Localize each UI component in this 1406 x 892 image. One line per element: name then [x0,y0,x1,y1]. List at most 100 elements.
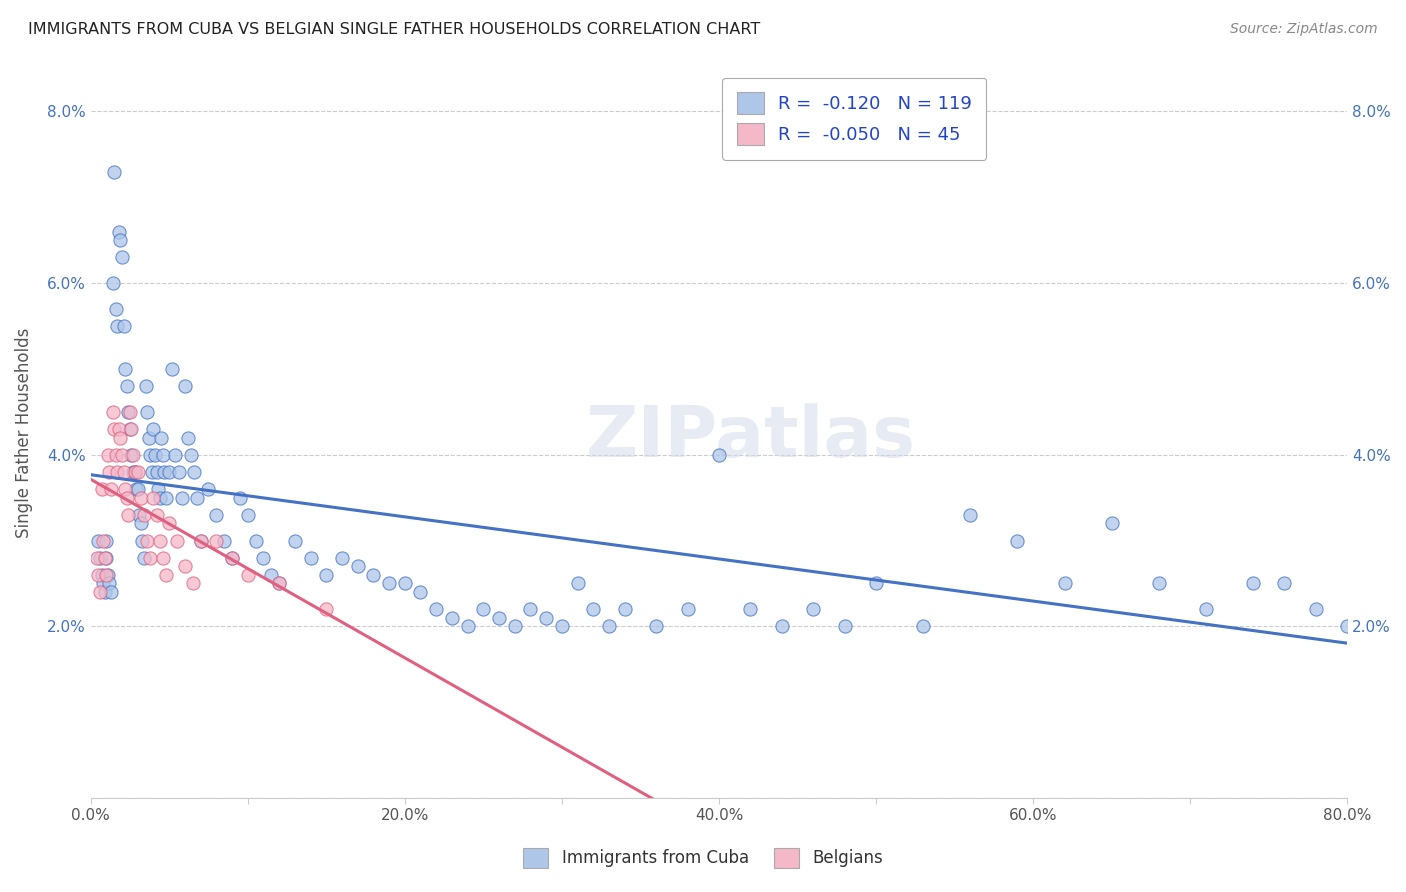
Point [97,568,120,582]
Point [112,318,135,333]
Point [94,550,117,565]
Point [269,576,291,591]
Text: Source: ZipAtlas.com: Source: ZipAtlas.com [1230,22,1378,37]
Point [157,516,180,531]
Point [110,431,132,445]
Point [129,491,152,505]
Point [315,602,337,616]
Point [155,568,177,582]
Point [315,568,337,582]
Point [143,448,166,462]
Point [582,602,605,616]
Point [865,576,887,591]
Point [132,508,155,522]
Point [183,465,205,479]
Point [598,619,620,633]
Point [139,448,162,462]
Point [260,568,283,582]
Legend: Immigrants from Cuba, Belgians: Immigrants from Cuba, Belgians [516,841,890,875]
Point [177,431,200,445]
Point [142,422,165,436]
Point [110,233,132,247]
Point [155,491,177,505]
Point [170,491,193,505]
Point [197,482,219,496]
Point [124,465,146,479]
Point [834,619,856,633]
Point [173,559,195,574]
Point [117,405,139,419]
Point [181,576,204,591]
Point [145,508,167,522]
Point [96,533,118,548]
Point [117,508,139,522]
Point [1007,533,1029,548]
Point [1399,619,1406,633]
Point [676,602,699,616]
Point [173,379,195,393]
Point [1101,516,1123,531]
Point [112,465,135,479]
Point [299,550,322,565]
Point [162,362,184,376]
Point [269,576,291,591]
Point [519,602,541,616]
Point [114,362,136,376]
Point [104,301,127,316]
Point [740,602,762,616]
Point [91,533,114,548]
Point [149,533,172,548]
Point [87,533,110,548]
Point [105,318,128,333]
Point [146,482,169,496]
Point [96,550,118,565]
Point [534,611,557,625]
Point [567,576,589,591]
Point [770,619,793,633]
Point [89,585,111,599]
Point [959,508,981,522]
Point [115,379,138,393]
Point [221,550,243,565]
Point [103,422,125,436]
Point [101,276,124,290]
Point [551,619,574,633]
Point [94,585,117,599]
Point [149,491,172,505]
Point [100,585,122,599]
Point [190,533,212,548]
Point [236,508,259,522]
Point [108,422,131,436]
Point [186,491,208,505]
Point [488,611,510,625]
Point [801,602,824,616]
Point [127,482,149,496]
Point [378,576,401,591]
Point [121,448,143,462]
Legend: R =  -0.120   N = 119, R =  -0.050   N = 45: R = -0.120 N = 119, R = -0.050 N = 45 [723,78,987,160]
Point [252,550,274,565]
Point [457,619,479,633]
Point [100,482,122,496]
Point [125,482,148,496]
Point [167,465,190,479]
Point [613,602,636,616]
Point [108,225,131,239]
Point [87,568,110,582]
Point [91,576,114,591]
Point [152,550,174,565]
Point [1241,576,1264,591]
Point [645,619,668,633]
Point [425,602,447,616]
Point [105,465,128,479]
Point [245,533,267,548]
Point [152,448,174,462]
Point [153,465,176,479]
Point [236,568,259,582]
Point [205,508,228,522]
Point [1368,602,1391,616]
Point [165,448,187,462]
Point [89,550,111,565]
Point [142,491,165,505]
Point [129,516,152,531]
